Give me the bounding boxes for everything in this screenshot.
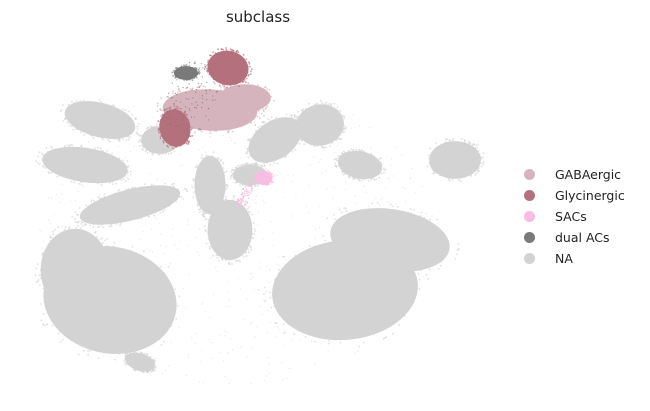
legend-label: NA	[555, 251, 573, 266]
legend-swatch	[524, 253, 535, 264]
cluster-region	[207, 199, 253, 261]
cluster-region	[219, 84, 271, 112]
legend: GABAergic Glycinergic SACs dual ACs NA	[524, 164, 625, 269]
series-dual-acs-points	[164, 61, 218, 138]
legend-label: GABAergic	[555, 167, 622, 182]
chart-title: subclass	[225, 8, 291, 26]
legend-swatch	[524, 190, 535, 201]
legend-item: GABAergic	[524, 164, 625, 185]
cluster-region	[79, 185, 181, 225]
legend-item: NA	[524, 248, 625, 269]
legend-label: Glycinergic	[555, 188, 625, 203]
legend-swatch	[524, 232, 535, 243]
legend-swatch	[524, 169, 535, 180]
cluster-region	[330, 208, 450, 272]
legend-item: dual ACs	[524, 227, 625, 248]
legend-swatch	[524, 211, 535, 222]
legend-label: dual ACs	[555, 230, 610, 245]
legend-item: Glycinergic	[524, 185, 625, 206]
cluster-region	[42, 146, 128, 184]
series-sacs-points	[236, 169, 275, 208]
series-na-points	[34, 86, 485, 384]
scatter-plot	[34, 47, 485, 384]
cluster-region	[40, 228, 110, 312]
series-glycinergic-points	[157, 47, 253, 150]
legend-item: SACs	[524, 206, 625, 227]
legend-label: SACs	[555, 209, 587, 224]
